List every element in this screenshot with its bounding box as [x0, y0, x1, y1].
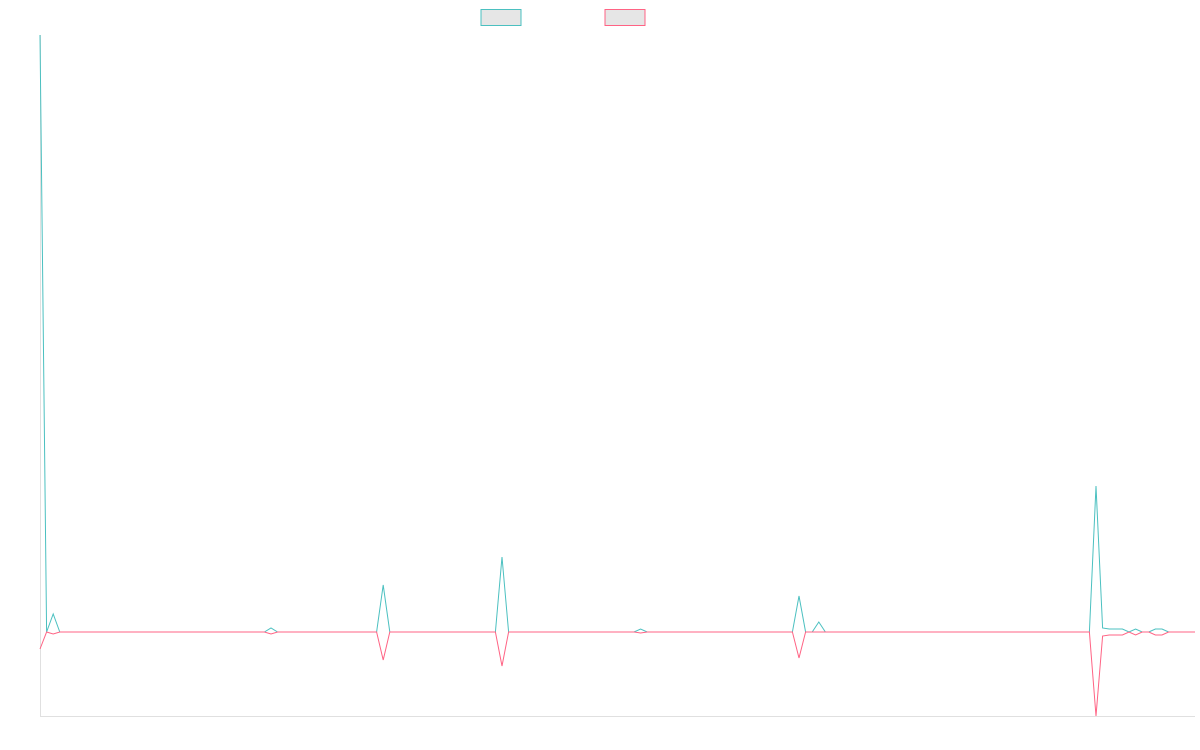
legend-swatch — [480, 9, 522, 26]
series-line — [39, 631, 1195, 717]
legend-swatch — [604, 9, 646, 26]
series-line — [39, 34, 1195, 633]
